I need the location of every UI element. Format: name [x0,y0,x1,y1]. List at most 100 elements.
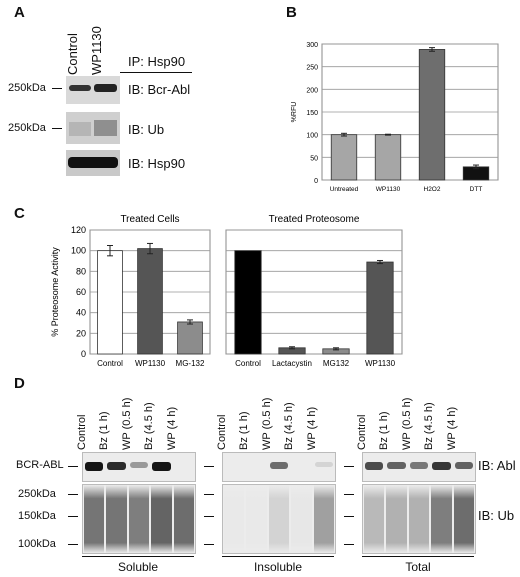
panel-letter-b: B [286,4,297,21]
blot-ub-insoluble [222,484,336,554]
ib-label-hsp90: IB: Hsp90 [128,156,186,171]
smear-ub-bz-1-h [246,485,267,553]
smear-ub-bz-4-5-h [151,485,172,553]
blot-bcr-abl-total [362,452,476,482]
bar-wp1130 [374,134,402,181]
group-tick-insoluble [204,544,214,545]
y-tick-label: 100 [306,133,318,140]
group-label-total: Total [405,560,431,574]
bar-control [97,250,123,355]
lane-label-insoluble-bz-4-5-h: Bz (4.5 h) [283,402,296,450]
y-tick-label: 20 [76,328,86,338]
bar-wp1130 [366,261,394,355]
band-control [69,85,91,91]
band-bcr-abl-wp-0-5-h [269,462,289,470]
band-bcr-abl-wp-0-5-h [409,462,429,469]
marker-tick-250kda [68,494,78,495]
smear-wp1130 [94,120,117,136]
y-tick-label: 0 [81,349,86,359]
marker-tick-150kda [68,516,78,517]
y-tick-label: 120 [71,225,86,235]
bar-mg-132 [177,321,203,355]
marker-label-250kda: 250kDa [18,488,56,500]
lane-label-insoluble-control: Control [216,414,228,450]
y-axis-label: % Proteosome Activity [50,247,60,337]
group-underline-soluble [82,556,194,557]
blot-bcr-abl-a [66,76,120,104]
group-tick-total [344,544,354,545]
band-bcr-abl-bz-1-h [387,462,406,470]
y-tick-label: 0 [314,178,318,185]
lane-label-soluble-bz-4-5-h: Bz (4.5 h) [143,402,156,450]
band-bcr-abl-wp-0-5-h [129,462,149,469]
blot-ub-soluble [82,484,196,554]
x-tick-label-untreated: Untreated [330,186,359,193]
smear-ub-bz-1-h [386,485,407,553]
blot-bcr-abl-insoluble [222,452,336,482]
group-underline-total [362,556,474,557]
y-tick-label: 50 [310,155,318,162]
panel-letter-d: D [14,375,25,392]
x-tick-label-mg132: MG132 [323,359,350,368]
smear-ub-control [84,485,105,553]
smear-ub-control [224,485,245,553]
band-bcr-abl-control [85,462,104,471]
ip-label: IP: Hsp90 [128,54,186,69]
band-hsp90 [68,157,118,168]
lane-label-control: Control [65,33,80,75]
band-bcr-abl-bz-4-5-h [152,462,171,471]
smear-ub-bz-4-5-h [291,485,312,553]
chart-treated-cells: 0 20 40 60 80 100 120 Control WP1130 MG-132 Treate… [50,214,211,368]
chart-rfu-plot: 0 50 100 150 200 250 300 Untreated WP1130 H2O2 DTT… [291,42,499,193]
y-axis-label: %RFU [291,102,298,123]
smear-ub-bz-4-5-h [431,485,452,553]
band-wp1130 [94,84,117,92]
x-tick-label-lactacystin: Lactacystin [272,359,312,368]
y-tick-label: 200 [306,87,318,94]
y-tick-label: 60 [76,287,86,297]
group-tick-insoluble [204,494,214,495]
group-tick-total [344,494,354,495]
group-label-insoluble: Insoluble [253,560,303,574]
blot-ub-a [66,112,120,144]
group-tick-insoluble [204,516,214,517]
lane-label-total-bz-1-h: Bz (1 h) [378,411,391,450]
y-tick-label: 300 [306,42,318,49]
lane-label-soluble-control: Control [76,414,88,450]
band-bcr-abl-wp-4-h [454,462,473,470]
lane-label-total-control: Control [356,414,368,450]
marker-tick-bcr-abl [68,466,78,467]
marker-tick-a2 [52,128,62,129]
smear-control [69,122,91,136]
x-tick-label-h2o2: H2O2 [424,186,441,193]
ib-label-ub: IB: Ub [128,122,165,137]
ib-label-abl: IB: Abl [478,458,516,473]
smear-ub-bz-1-h [106,485,127,553]
band-bcr-abl-bz-1-h [107,462,126,471]
band-bcr-abl-wp-4-h [314,462,333,468]
smear-ub-wp-4-h [313,485,334,553]
smear-ub-wp-4-h [173,485,194,553]
marker-tick-a1 [52,88,62,89]
x-tick-label-wp1130: WP1130 [135,359,166,368]
panel-letter-c: C [14,205,25,222]
panel-letter-a: A [14,4,25,21]
bar-untreated [330,134,358,181]
lane-label-total-wp-4-h: WP (4 h) [445,406,458,450]
lane-label-total-wp-0-5-h: WP (0.5 h) [400,397,413,450]
blot-ub-total [362,484,476,554]
y-tick-label: 250 [306,65,318,72]
lane-label-total-bz-4-5-h: Bz (4.5 h) [423,402,436,450]
blot-hsp90-a [66,150,120,176]
smear-ub-wp-0-5-h [408,485,430,553]
x-tick-label-wp1130: WP1130 [376,186,401,193]
lane-label-soluble-wp-4-h: WP (4 h) [165,406,178,450]
chart-treated-proteosome: Control Lactacystin MG132 WP1130 Treated Pro… [225,214,403,368]
y-tick-label: 40 [76,308,86,318]
group-tick-total [344,516,354,517]
x-tick-label-control: Control [235,359,261,368]
smear-ub-wp-0-5-h [128,485,150,553]
chart-title: Treated Cells [120,214,179,225]
x-tick-label-mg-132: MG-132 [176,359,205,368]
ib-label-bcr-abl: IB: Bcr-Abl [128,82,191,97]
